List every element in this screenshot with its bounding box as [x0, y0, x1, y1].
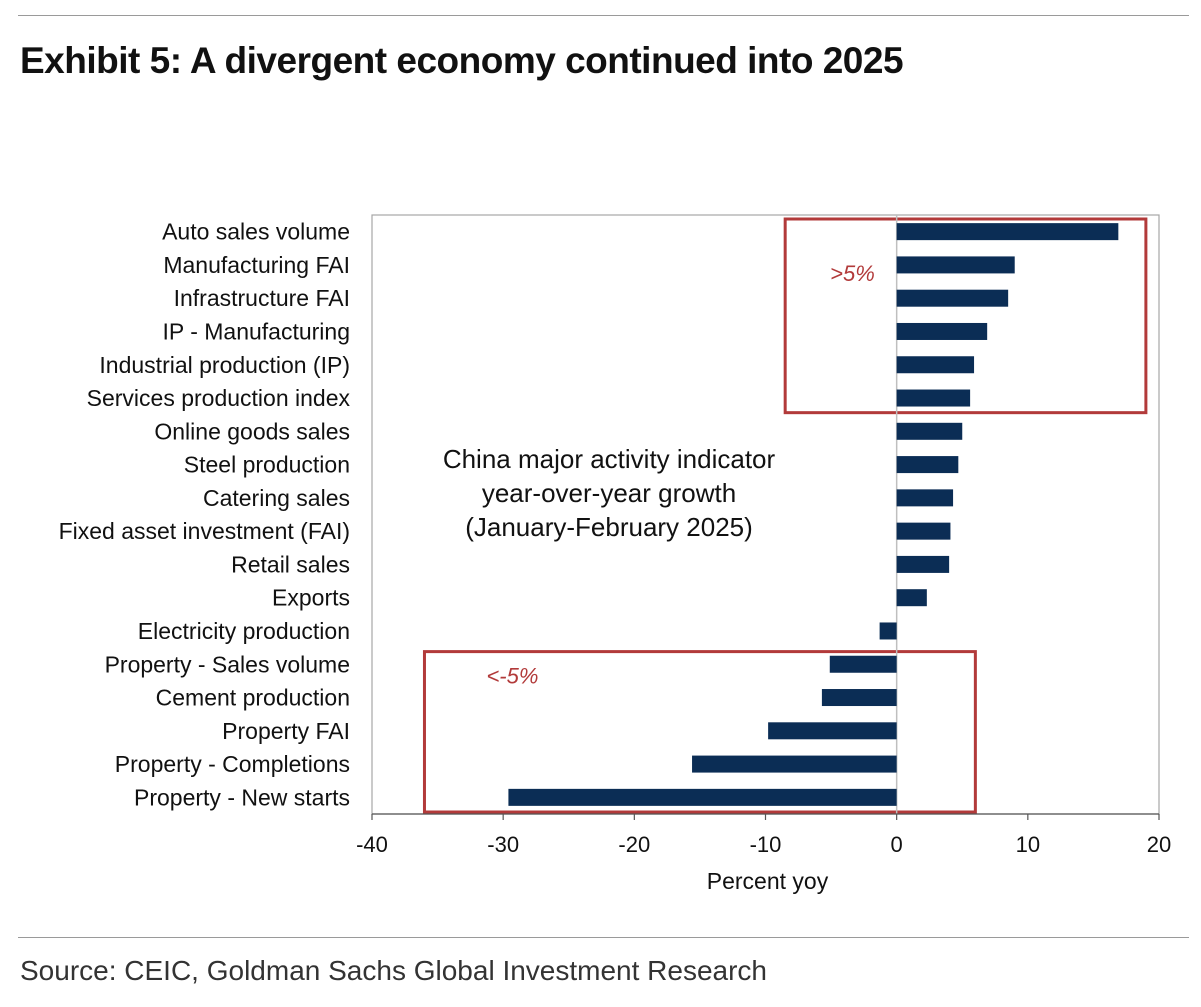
- annotation-line: (January-February 2025): [465, 512, 753, 542]
- category-label: Property - Completions: [115, 751, 350, 777]
- annotation-line: China major activity indicator: [443, 444, 776, 474]
- chart-annotation: China major activity indicator year-over-…: [443, 444, 776, 542]
- category-label: Industrial production (IP): [99, 352, 350, 378]
- category-label: Cement production: [156, 685, 350, 711]
- page-title: Exhibit 5: A divergent economy continued…: [20, 40, 904, 81]
- bar: [896, 322, 988, 340]
- annotation-line: year-over-year growth: [482, 478, 736, 508]
- category-label: Catering sales: [203, 485, 350, 511]
- highlight-boxes: >5% <-5%: [422, 217, 1148, 814]
- bar: [768, 722, 897, 740]
- category-labels: Auto sales volume Manufacturing FAI Infras…: [59, 219, 351, 811]
- x-tick-label: 0: [891, 832, 903, 857]
- top-rule: [18, 15, 1189, 16]
- bar: [896, 289, 1009, 307]
- highlight-box: [422, 650, 977, 814]
- category-label: IP - Manufacturing: [162, 318, 350, 344]
- bar: [896, 522, 951, 540]
- category-label: Property - New starts: [134, 784, 350, 810]
- bar: [879, 622, 897, 640]
- bar: [896, 389, 971, 407]
- highlight-box-label: >5%: [830, 261, 875, 286]
- source-note: Source: CEIC, Goldman Sachs Global Inves…: [20, 955, 768, 986]
- bar: [896, 555, 950, 573]
- bar: [829, 655, 897, 673]
- x-tick-label: -30: [487, 832, 519, 857]
- category-label: Property - Sales volume: [105, 651, 350, 677]
- bar: [896, 456, 959, 474]
- highlight-box: [783, 217, 1148, 415]
- bar: [896, 223, 1119, 241]
- x-tick-label: -10: [750, 832, 782, 857]
- category-label: Auto sales volume: [162, 219, 350, 245]
- x-tick-label: 20: [1147, 832, 1171, 857]
- bar: [896, 356, 975, 374]
- category-label: Exports: [272, 585, 350, 611]
- category-label: Services production index: [87, 385, 351, 411]
- highlight-box-label: <-5%: [486, 664, 538, 689]
- category-label: Manufacturing FAI: [163, 252, 350, 278]
- category-label: Property FAI: [222, 718, 350, 744]
- category-label: Infrastructure FAI: [174, 285, 350, 311]
- category-label: Fixed asset investment (FAI): [59, 518, 350, 544]
- bar: [692, 755, 897, 773]
- x-tick-label: 10: [1016, 832, 1040, 857]
- bar: [896, 589, 927, 607]
- bar: [508, 788, 897, 806]
- x-tick-label: -20: [618, 832, 650, 857]
- bar: [896, 489, 954, 507]
- x-axis: -40 -30 -20 -10 0 10 20: [356, 813, 1171, 857]
- category-label: Steel production: [184, 452, 350, 478]
- bar: [821, 689, 897, 707]
- category-label: Electricity production: [138, 618, 350, 644]
- category-label: Online goods sales: [154, 418, 350, 444]
- bottom-rule: [18, 937, 1189, 938]
- x-tick-label: -40: [356, 832, 388, 857]
- x-axis-label: Percent yoy: [707, 868, 829, 894]
- bar: [896, 256, 1015, 274]
- category-label: Retail sales: [231, 551, 350, 577]
- bars: [508, 223, 1119, 806]
- bar: [896, 422, 963, 440]
